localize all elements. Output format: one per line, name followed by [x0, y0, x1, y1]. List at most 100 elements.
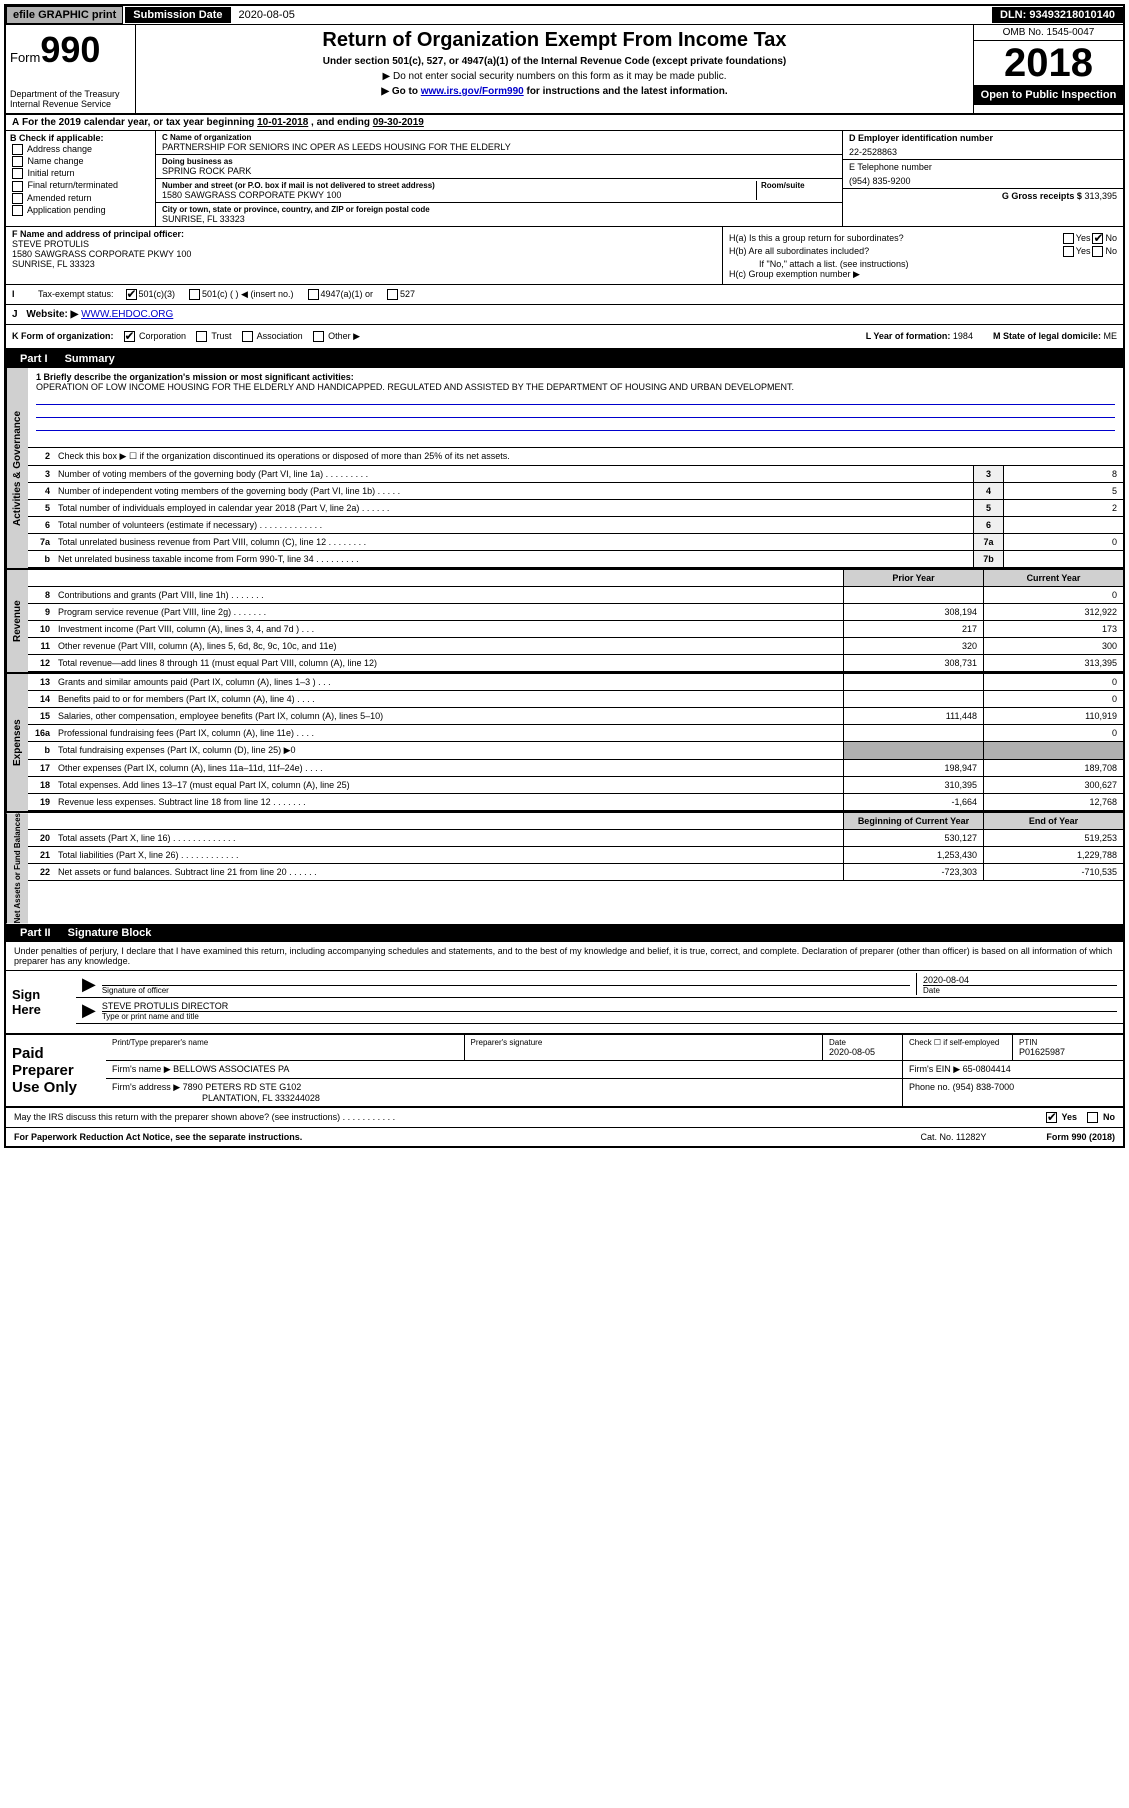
table-row: 14Benefits paid to or for members (Part … — [28, 691, 1123, 708]
col-c: C Name of organization PARTNERSHIP FOR S… — [156, 131, 843, 226]
firm-phone-value: (954) 838-7000 — [953, 1082, 1015, 1092]
irs-link[interactable]: www.irs.gov/Form990 — [421, 86, 524, 97]
name-title-caption: Type or print name and title — [102, 1012, 1117, 1021]
gross-label: G Gross receipts $ — [1002, 191, 1082, 201]
chk-final-return[interactable]: Final return/terminated — [10, 180, 151, 191]
discuss-text: May the IRS discuss this return with the… — [14, 1112, 395, 1123]
section-b-row: B Check if applicable: Address change Na… — [6, 131, 1123, 227]
prep-date-label: Date — [829, 1038, 896, 1047]
m-label: M State of legal domicile: — [993, 331, 1101, 341]
dept-label: Department of the Treasury Internal Reve… — [10, 89, 131, 109]
chk-corporation[interactable] — [124, 331, 135, 342]
arrow-icon: ▶ — [82, 974, 96, 995]
part2-num: Part II — [14, 927, 57, 939]
period-mid: , and ending — [308, 117, 372, 128]
mission-block: 1 Briefly describe the organization's mi… — [28, 368, 1123, 448]
current-year-header: Current Year — [983, 570, 1123, 586]
period-end: 09-30-2019 — [373, 117, 424, 128]
subtitle-3: ▶ Go to www.irs.gov/Form990 for instruct… — [144, 86, 965, 97]
chk-association[interactable] — [242, 331, 253, 342]
ha-no[interactable] — [1092, 233, 1103, 244]
firm-name-label: Firm's name ▶ — [112, 1064, 171, 1074]
chk-application-pending[interactable]: Application pending — [10, 205, 151, 216]
end-year-header: End of Year — [983, 813, 1123, 829]
ha-yes[interactable] — [1063, 233, 1074, 244]
table-row: 6Total number of volunteers (estimate if… — [28, 517, 1123, 534]
hb-yes[interactable] — [1063, 246, 1074, 257]
table-row: 18Total expenses. Add lines 13–17 (must … — [28, 777, 1123, 794]
officer-addr: 1580 SAWGRASS CORPORATE PKWY 100 SUNRISE… — [12, 249, 191, 269]
paid-preparer-label: Paid Preparer Use Only — [6, 1035, 106, 1106]
addr-value: 1580 SAWGRASS CORPORATE PKWY 100 — [162, 190, 756, 200]
officer-label: F Name and address of principal officer: — [12, 229, 184, 239]
header-left: Form990 Department of the Treasury Inter… — [6, 25, 136, 113]
firm-phone-label: Phone no. — [909, 1082, 950, 1092]
table-row: bNet unrelated business taxable income f… — [28, 551, 1123, 568]
prep-sig-label: Preparer's signature — [471, 1038, 817, 1047]
paperwork-notice: For Paperwork Reduction Act Notice, see … — [14, 1132, 302, 1142]
chk-name-change[interactable]: Name change — [10, 156, 151, 167]
table-row: 13Grants and similar amounts paid (Part … — [28, 674, 1123, 691]
chk-501c[interactable] — [189, 289, 200, 300]
table-row: 8Contributions and grants (Part VIII, li… — [28, 587, 1123, 604]
dln-value: DLN: 93493218010140 — [992, 7, 1123, 23]
discuss-yes[interactable] — [1046, 1112, 1057, 1123]
open-to-public: Open to Public Inspection — [974, 85, 1123, 105]
city-value: SUNRISE, FL 33323 — [162, 214, 836, 224]
paid-preparer-block: Paid Preparer Use Only Print/Type prepar… — [6, 1033, 1123, 1108]
table-row: bTotal fundraising expenses (Part IX, co… — [28, 742, 1123, 760]
officer-name: STEVE PROTULIS — [12, 239, 89, 249]
ptin-value: P01625987 — [1019, 1047, 1117, 1057]
sig-date-value: 2020-08-04 — [923, 975, 1117, 985]
addr-label: Number and street (or P.O. box if mail i… — [162, 181, 756, 190]
chk-trust[interactable] — [196, 331, 207, 342]
discuss-no[interactable] — [1087, 1112, 1098, 1123]
hb-no[interactable] — [1092, 246, 1103, 257]
table-row: 19Revenue less expenses. Subtract line 1… — [28, 794, 1123, 811]
mission-label: 1 Briefly describe the organization's mi… — [36, 372, 354, 382]
sub3-post: for instructions and the latest informat… — [524, 86, 728, 97]
hc-label: H(c) Group exemption number ▶ — [729, 269, 1117, 280]
ein-label: D Employer identification number — [849, 133, 993, 143]
tax-year: 2018 — [974, 41, 1123, 85]
header-center: Return of Organization Exempt From Incom… — [136, 25, 973, 113]
col-b-header: B Check if applicable: — [10, 133, 151, 143]
paperwork-footer: For Paperwork Reduction Act Notice, see … — [6, 1128, 1123, 1146]
table-row: 20Total assets (Part X, line 16) . . . .… — [28, 830, 1123, 847]
website-link[interactable]: WWW.EHDOC.ORG — [81, 309, 173, 320]
submission-date-label: Submission Date — [125, 7, 230, 23]
l-value: 1984 — [953, 331, 973, 341]
table-row: 21Total liabilities (Part X, line 26) . … — [28, 847, 1123, 864]
chk-4947[interactable] — [308, 289, 319, 300]
room-label: Room/suite — [761, 181, 836, 190]
hb-label: H(b) Are all subordinates included? — [729, 246, 1061, 257]
table-row: 5Total number of individuals employed in… — [28, 500, 1123, 517]
dba-label: Doing business as — [162, 157, 836, 166]
table-row: 3Number of voting members of the governi… — [28, 466, 1123, 483]
discuss-row: May the IRS discuss this return with the… — [6, 1108, 1123, 1128]
chk-amended-return[interactable]: Amended return — [10, 193, 151, 204]
part1-body: Activities & Governance 1 Briefly descri… — [6, 368, 1123, 568]
chk-initial-return[interactable]: Initial return — [10, 168, 151, 179]
table-row: 22Net assets or fund balances. Subtract … — [28, 864, 1123, 881]
efile-print-button[interactable]: efile GRAPHIC print — [6, 6, 123, 24]
part1-header: Part I Summary — [6, 350, 1123, 368]
ha-label: H(a) Is this a group return for subordin… — [729, 233, 1061, 244]
chk-501c3[interactable] — [126, 289, 137, 300]
col-de: D Employer identification number 22-2528… — [843, 131, 1123, 226]
section-j: J Website: ▶ WWW.EHDOC.ORG — [6, 305, 1123, 325]
chk-other[interactable] — [313, 331, 324, 342]
form-number: 990 — [40, 29, 100, 70]
col-h: H(a) Is this a group return for subordin… — [723, 227, 1123, 284]
chk-527[interactable] — [387, 289, 398, 300]
part2-header: Part II Signature Block — [6, 924, 1123, 942]
sig-officer-caption: Signature of officer — [102, 986, 910, 995]
part1-title: Summary — [65, 353, 115, 365]
sidetab-expenses: Expenses — [6, 674, 28, 811]
signature-intro: Under penalties of perjury, I declare th… — [6, 942, 1123, 970]
k-label: K Form of organization: — [12, 331, 114, 342]
chk-address-change[interactable]: Address change — [10, 144, 151, 155]
subtitle-2: ▶ Do not enter social security numbers o… — [144, 71, 965, 82]
table-row: 10Investment income (Part VIII, column (… — [28, 621, 1123, 638]
dba-value: SPRING ROCK PARK — [162, 166, 836, 176]
